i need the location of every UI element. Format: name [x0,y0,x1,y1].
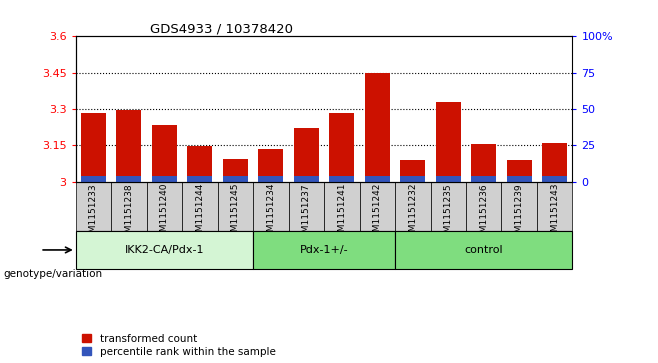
Text: GDS4933 / 10378420: GDS4933 / 10378420 [150,22,293,35]
Bar [466,182,501,231]
Bar [395,182,430,231]
Text: GSM1151239: GSM1151239 [515,183,524,244]
Text: genotype/variation: genotype/variation [3,269,103,279]
Bar [259,149,283,182]
Text: control: control [465,245,503,255]
Bar [471,144,496,182]
Bar [152,176,177,182]
Text: GSM1151241: GSM1151241 [338,183,346,244]
Bar [365,73,390,182]
Text: GSM1151234: GSM1151234 [266,183,275,244]
Bar [253,231,395,269]
Bar [330,176,354,182]
Text: GSM1151245: GSM1151245 [231,183,240,244]
Bar [76,231,253,269]
Bar [330,113,354,182]
Bar [365,176,390,182]
Bar [542,176,567,182]
Legend: transformed count, percentile rank within the sample: transformed count, percentile rank withi… [81,333,276,358]
Bar [294,176,318,182]
Text: GSM1151242: GSM1151242 [373,183,382,243]
Bar [400,160,425,182]
Bar [400,176,425,182]
Bar [507,176,532,182]
Bar [430,182,466,231]
Bar [76,182,111,231]
Bar [111,182,147,231]
Bar [182,182,218,231]
Bar [147,182,182,231]
Bar [359,182,395,231]
Text: GSM1151236: GSM1151236 [479,183,488,244]
Text: GSM1151233: GSM1151233 [89,183,98,244]
Bar [537,182,572,231]
Bar [471,176,496,182]
Bar [116,176,141,182]
Bar [395,231,572,269]
Bar [253,182,289,231]
Bar [188,176,213,182]
Text: GSM1151238: GSM1151238 [124,183,134,244]
Bar [218,182,253,231]
Bar [542,143,567,182]
Text: GSM1151244: GSM1151244 [195,183,205,243]
Bar [289,182,324,231]
Bar [223,176,248,182]
Bar [152,125,177,182]
Text: Pdx-1+/-: Pdx-1+/- [300,245,348,255]
Bar [81,176,106,182]
Text: GSM1151243: GSM1151243 [550,183,559,244]
Text: GSM1151237: GSM1151237 [302,183,311,244]
Text: GSM1151240: GSM1151240 [160,183,169,244]
Text: IKK2-CA/Pdx-1: IKK2-CA/Pdx-1 [124,245,204,255]
Bar [223,159,248,182]
Text: GSM1151235: GSM1151235 [443,183,453,244]
Bar [259,176,283,182]
Bar [116,110,141,182]
Bar [324,182,359,231]
Bar [501,182,537,231]
Bar [507,160,532,182]
Text: GSM1151232: GSM1151232 [408,183,417,244]
Bar [436,102,461,182]
Bar [188,146,213,182]
Bar [436,176,461,182]
Bar [294,128,318,182]
Bar [81,113,106,182]
